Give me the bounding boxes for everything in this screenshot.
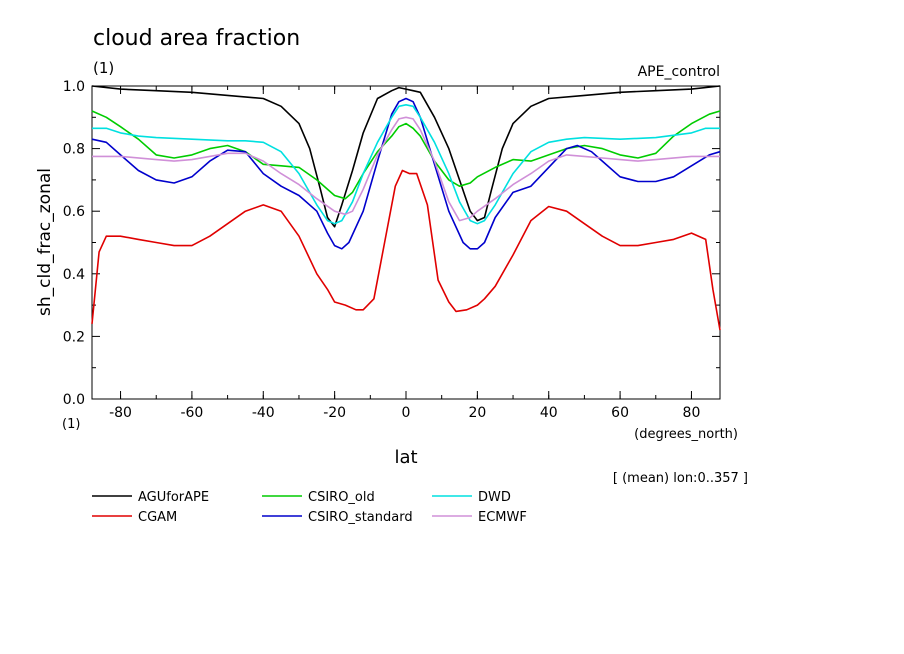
series-line-cgam (91, 169, 721, 331)
x-tick-label: -20 (323, 405, 346, 421)
run-label: APE_control (638, 64, 720, 80)
chart-title: cloud area fraction (93, 26, 300, 51)
x-tick-label: -60 (180, 405, 203, 421)
series-line-csiro-old (91, 110, 721, 200)
chart-subtitle: (1) (93, 59, 114, 77)
legend-label-csiro-old: CSIRO_old (308, 490, 375, 505)
y-axis-label: sh_cld_frac_zonal (35, 168, 55, 316)
y-tick-label: 1.0 (63, 79, 85, 95)
series-group (91, 85, 721, 331)
series-line-ecmwf (92, 116, 720, 222)
x-tick-label: 40 (540, 405, 558, 421)
series-line-aguforape (91, 85, 721, 228)
series-line-dwd (92, 104, 720, 225)
x-tick-label: -80 (109, 405, 132, 421)
x-tick-label: 20 (468, 405, 486, 421)
y-units-label: (1) (62, 417, 80, 432)
y-tick-label: 0.8 (63, 142, 85, 158)
legend-label-ecmwf: ECMWF (478, 510, 527, 525)
legend-label-cgam: CGAM (138, 510, 177, 525)
x-tick-label: 80 (683, 405, 701, 421)
y-tick-label: 0.2 (63, 329, 85, 345)
legend-label-csiro-standard: CSIRO_standard (308, 510, 413, 525)
x-units-label: (degrees_north) (634, 427, 738, 442)
axes: -80 -60 -40 -20 0 20 40 60 80 0.0 0.2 0.4 0.6 0.8 1.0 (63, 79, 721, 421)
y-tick-label: 0.4 (63, 267, 85, 283)
x-tick-label: 0 (402, 405, 411, 421)
legend-label-aguforape: AGUforAPE (138, 490, 209, 505)
y-tick-label: 0.6 (63, 204, 85, 220)
legend: AGUforAPE CGAM CSIRO_old CSIRO_standard DWD E… (92, 490, 527, 525)
x-tick-label: 60 (611, 405, 629, 421)
footer-note: [ (mean) lon:0..357 ] (613, 471, 748, 486)
x-axis-label: lat (394, 447, 417, 468)
y-tick-label: 0.0 (63, 392, 85, 408)
x-tick-label: -40 (252, 405, 275, 421)
legend-label-dwd: DWD (478, 490, 511, 505)
